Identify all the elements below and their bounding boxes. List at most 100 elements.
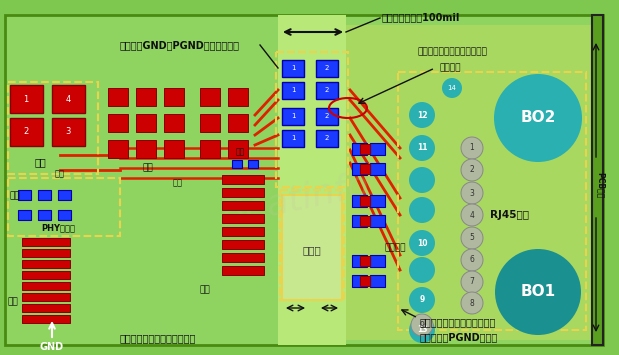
Text: 1: 1 bbox=[470, 143, 474, 153]
Bar bbox=[352, 163, 367, 175]
Text: 此区域通常不覆地和电源，但: 此区域通常不覆地和电源，但 bbox=[420, 317, 496, 327]
Text: 2: 2 bbox=[24, 127, 28, 137]
Bar bbox=[22, 304, 70, 312]
Bar bbox=[346, 25, 596, 340]
Bar bbox=[352, 275, 367, 287]
Bar bbox=[136, 114, 156, 132]
Text: Beatinfo: Beatinfo bbox=[218, 168, 373, 232]
Bar bbox=[282, 60, 304, 77]
Text: 3: 3 bbox=[66, 127, 71, 137]
Bar bbox=[370, 195, 385, 207]
Bar bbox=[108, 88, 128, 106]
Text: 2: 2 bbox=[325, 65, 329, 71]
Circle shape bbox=[461, 137, 483, 159]
Bar bbox=[52, 118, 85, 146]
Text: 我们需将其PGND处理好: 我们需将其PGND处理好 bbox=[420, 332, 498, 342]
Circle shape bbox=[409, 135, 435, 161]
Bar bbox=[8, 82, 98, 174]
Bar bbox=[282, 82, 304, 99]
Bar bbox=[360, 164, 370, 174]
Bar bbox=[8, 178, 120, 236]
Text: 1: 1 bbox=[24, 94, 28, 104]
Circle shape bbox=[461, 249, 483, 271]
Bar bbox=[200, 114, 220, 132]
Bar bbox=[228, 140, 248, 158]
Text: 4: 4 bbox=[470, 211, 474, 219]
Bar bbox=[22, 249, 70, 257]
Text: 6: 6 bbox=[470, 256, 474, 264]
Text: 13: 13 bbox=[417, 326, 427, 334]
Text: 电容: 电容 bbox=[173, 179, 183, 187]
Circle shape bbox=[411, 314, 433, 336]
Bar bbox=[352, 143, 367, 155]
Text: 9: 9 bbox=[420, 321, 425, 329]
Circle shape bbox=[495, 249, 581, 335]
Bar bbox=[22, 282, 70, 290]
Text: 1: 1 bbox=[291, 113, 295, 119]
Bar bbox=[22, 260, 70, 268]
Text: 12: 12 bbox=[417, 110, 427, 120]
Text: 电容: 电容 bbox=[199, 285, 210, 295]
Text: 2: 2 bbox=[470, 165, 474, 175]
Bar bbox=[108, 140, 128, 158]
Text: 2: 2 bbox=[325, 135, 329, 141]
Bar bbox=[280, 190, 344, 300]
Circle shape bbox=[494, 74, 582, 162]
Text: 1: 1 bbox=[291, 65, 295, 71]
Bar bbox=[58, 210, 71, 220]
Bar bbox=[222, 214, 264, 223]
Bar bbox=[360, 256, 370, 266]
Bar bbox=[316, 130, 338, 147]
Text: 5: 5 bbox=[470, 234, 474, 242]
Bar bbox=[316, 60, 338, 77]
Bar bbox=[370, 275, 385, 287]
Text: 1: 1 bbox=[291, 87, 295, 93]
Text: BO2: BO2 bbox=[521, 110, 556, 126]
Bar bbox=[282, 108, 304, 125]
Circle shape bbox=[409, 317, 435, 343]
Text: 电容: 电容 bbox=[9, 191, 20, 201]
Text: BO1: BO1 bbox=[521, 284, 556, 300]
Text: 2: 2 bbox=[325, 87, 329, 93]
Text: PCB边缘: PCB边缘 bbox=[595, 172, 605, 198]
Bar bbox=[232, 160, 242, 168]
Bar bbox=[200, 140, 220, 158]
Text: 电容: 电容 bbox=[142, 164, 154, 173]
Text: 1: 1 bbox=[291, 135, 295, 141]
Circle shape bbox=[461, 227, 483, 249]
Bar bbox=[370, 215, 385, 227]
Bar bbox=[370, 255, 385, 267]
Bar bbox=[222, 175, 264, 184]
Text: 11: 11 bbox=[417, 143, 427, 153]
Text: 9: 9 bbox=[420, 295, 425, 305]
Text: 变压器: 变压器 bbox=[303, 245, 321, 255]
Bar bbox=[592, 15, 603, 345]
Circle shape bbox=[461, 204, 483, 226]
Text: 此隔离区域大于100mil: 此隔离区域大于100mil bbox=[382, 12, 461, 22]
Bar bbox=[360, 196, 370, 206]
Bar bbox=[370, 163, 385, 175]
Bar bbox=[352, 195, 367, 207]
Bar bbox=[22, 293, 70, 301]
Circle shape bbox=[409, 197, 435, 223]
Text: PHY层芯片: PHY层芯片 bbox=[41, 224, 75, 233]
Bar bbox=[228, 114, 248, 132]
Bar bbox=[22, 271, 70, 279]
Bar bbox=[360, 276, 370, 286]
Circle shape bbox=[442, 78, 462, 98]
Bar bbox=[136, 140, 156, 158]
Bar bbox=[164, 88, 184, 106]
Circle shape bbox=[461, 159, 483, 181]
Text: 8: 8 bbox=[470, 299, 474, 307]
Bar bbox=[222, 266, 264, 275]
Bar bbox=[222, 227, 264, 236]
Text: 晶振: 晶振 bbox=[34, 157, 46, 167]
Text: 用于连接GND和PGND的电阻及电容: 用于连接GND和PGND的电阻及电容 bbox=[120, 40, 240, 50]
Text: 10: 10 bbox=[417, 239, 427, 247]
Bar bbox=[222, 253, 264, 262]
Bar bbox=[370, 143, 385, 155]
Text: 高压电容: 高压电容 bbox=[440, 64, 462, 72]
Bar bbox=[200, 88, 220, 106]
Bar bbox=[164, 114, 184, 132]
Bar bbox=[222, 188, 264, 197]
